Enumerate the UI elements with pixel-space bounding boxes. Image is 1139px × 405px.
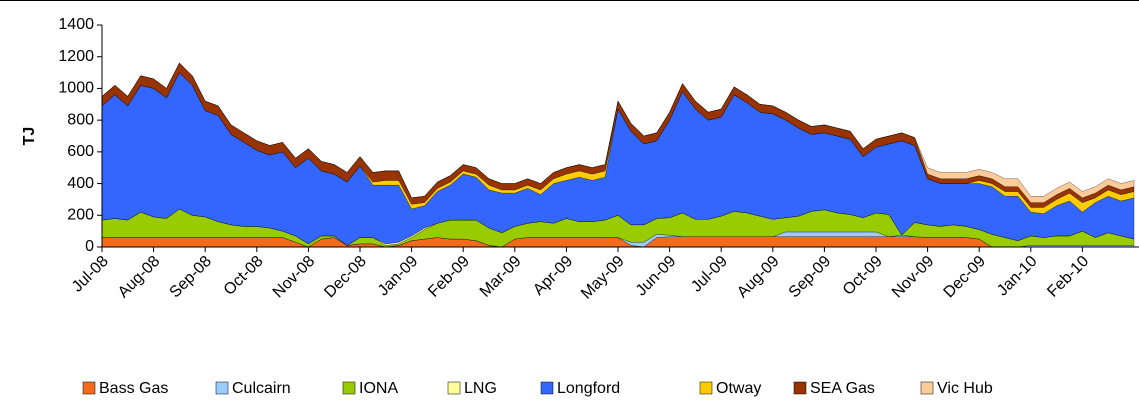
- y-tick-label: 600: [67, 143, 94, 160]
- y-tick-label: 400: [67, 175, 94, 192]
- x-tick-label: Oct-08: [221, 253, 267, 299]
- legend-swatch: [447, 381, 461, 395]
- x-tick-label: Oct-09: [840, 253, 886, 299]
- x-tick-label: Mar-09: [477, 253, 525, 301]
- x-tick-label: Sep-09: [786, 253, 835, 302]
- y-axis-label: TJ: [21, 127, 38, 146]
- legend-label: IONA: [359, 380, 398, 397]
- legend-label: Otway: [716, 380, 761, 397]
- x-tick-label: Feb-09: [425, 253, 473, 301]
- legend-label: Longford: [557, 380, 620, 397]
- y-tick-label: 200: [67, 207, 94, 224]
- legend-swatch: [215, 381, 229, 395]
- x-tick-label: Sep-08: [167, 253, 216, 302]
- area: [101, 62, 1135, 203]
- y-tick-label: 1400: [58, 16, 94, 33]
- legend-label: Culcairn: [232, 380, 291, 397]
- legend-label: Bass Gas: [99, 380, 168, 397]
- x-tick-label: Jan-10: [994, 253, 1041, 300]
- legend-swatch: [82, 381, 96, 395]
- x-tick-label: Aug-09: [734, 253, 783, 302]
- legend-label: SEA Gas: [810, 380, 875, 397]
- x-tick-label: Jul-09: [688, 253, 731, 296]
- x-tick-label: Jul-08: [69, 253, 112, 296]
- x-tick-label: Jan-09: [375, 253, 422, 300]
- x-tick-label: Jun-09: [633, 253, 680, 300]
- x-tick-label: May-09: [578, 253, 628, 303]
- areas: [101, 62, 1135, 248]
- legend-swatch: [920, 381, 934, 395]
- x-tick-label: Feb-10: [1044, 253, 1092, 301]
- x-tick-label: Nov-08: [270, 253, 319, 302]
- legend-label: LNG: [464, 380, 497, 397]
- y-tick-label: 800: [67, 111, 94, 128]
- x-tick-label: Dec-08: [321, 253, 370, 302]
- x-tick-label: Nov-09: [889, 253, 938, 302]
- x-tick-label: Aug-08: [115, 253, 164, 302]
- legend-swatch: [793, 381, 807, 395]
- y-tick-label: 1200: [58, 48, 94, 65]
- x-tick-label: Dec-09: [941, 253, 990, 302]
- x-tick-label: Apr-09: [530, 253, 576, 299]
- legend-label: Vic Hub: [937, 380, 993, 397]
- legend-swatch: [699, 381, 713, 395]
- legend-swatch: [540, 381, 554, 395]
- y-tick-label: 0: [85, 238, 94, 255]
- y-tick-label: 1000: [58, 80, 94, 97]
- legend-swatch: [342, 381, 356, 395]
